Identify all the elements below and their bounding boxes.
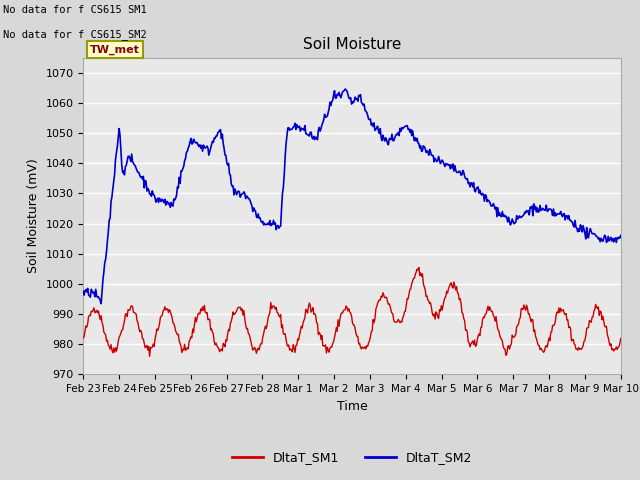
Text: No data for f CS615_SM2: No data for f CS615_SM2 (3, 29, 147, 40)
Y-axis label: Soil Moisture (mV): Soil Moisture (mV) (27, 158, 40, 274)
Text: No data for f CS615 SM1: No data for f CS615 SM1 (3, 5, 147, 15)
X-axis label: Time: Time (337, 400, 367, 413)
Title: Soil Moisture: Soil Moisture (303, 37, 401, 52)
Text: TW_met: TW_met (90, 45, 140, 55)
Legend: DltaT_SM1, DltaT_SM2: DltaT_SM1, DltaT_SM2 (227, 446, 477, 469)
